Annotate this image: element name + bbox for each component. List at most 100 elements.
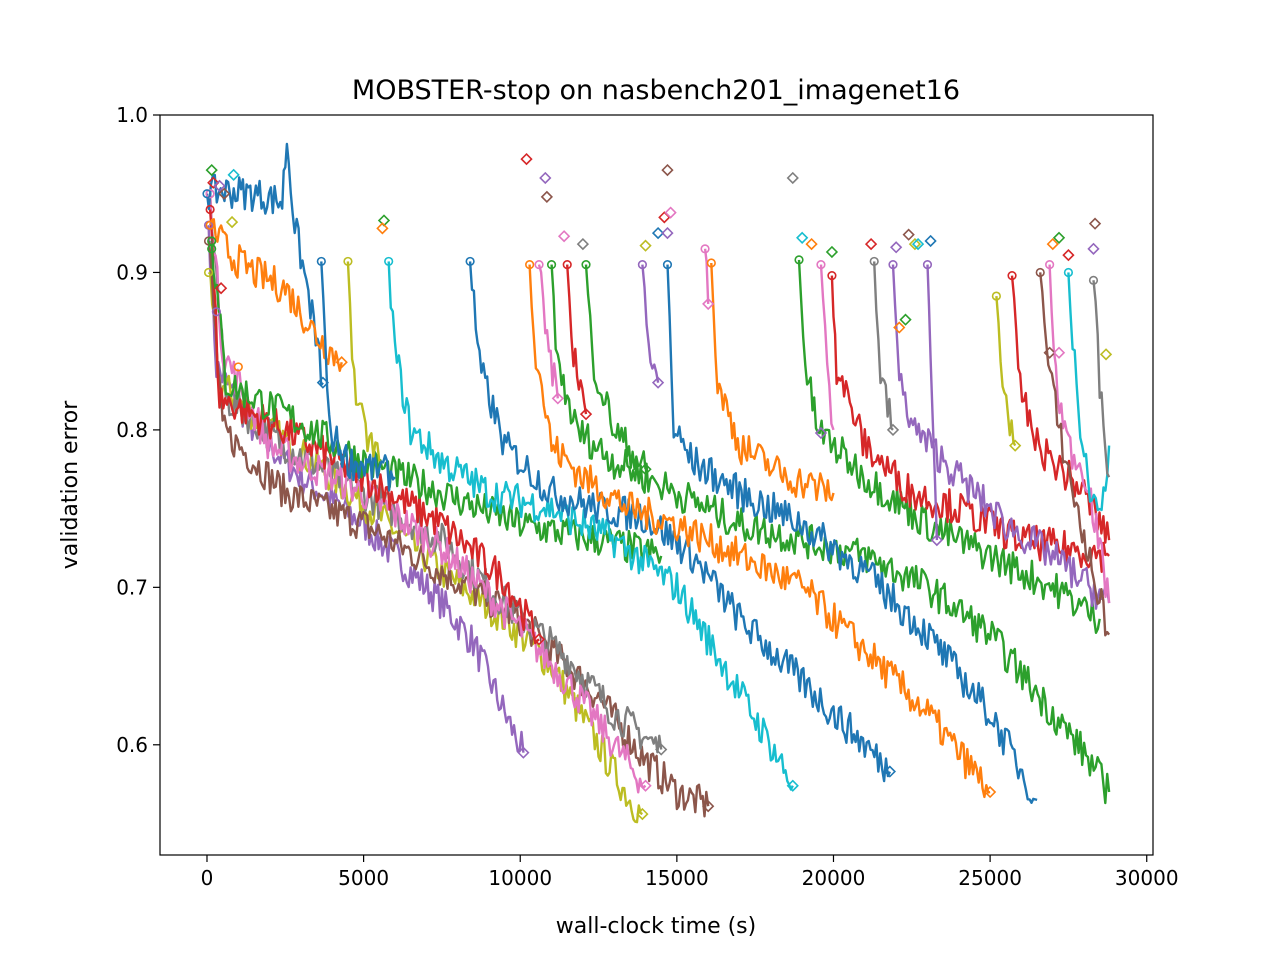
series-line	[528, 264, 991, 799]
stop-marker	[639, 779, 652, 792]
start-marker	[1045, 259, 1055, 270]
stop-marker	[316, 376, 330, 389]
x-tick-label: 15000	[645, 866, 709, 890]
stop-marker	[930, 533, 943, 547]
stop-marker	[983, 785, 997, 799]
chart-title: MOBSTER-stop on nasbench201_imagenet16	[352, 75, 960, 106]
stop-marker	[890, 241, 903, 254]
series-line	[584, 264, 647, 470]
y-tick-label: 0.7	[116, 575, 148, 599]
series-line	[666, 264, 1038, 804]
stop-marker	[908, 237, 922, 251]
x-tick-label: 20000	[802, 866, 866, 890]
series-line	[537, 264, 559, 399]
start-marker	[706, 258, 716, 268]
start-marker	[316, 256, 326, 267]
stop-marker	[661, 226, 674, 240]
series-layer	[205, 142, 1111, 824]
start-marker	[343, 256, 353, 267]
stop-marker	[1009, 439, 1022, 452]
series-line	[1092, 280, 1111, 478]
stop-marker	[786, 171, 799, 185]
series-line	[819, 264, 835, 431]
series-line	[1039, 272, 1111, 637]
stop-marker	[218, 187, 231, 200]
series-line	[797, 259, 1101, 634]
series-line	[346, 261, 381, 462]
stop-marker	[205, 163, 218, 177]
stop-marker	[899, 313, 912, 326]
series-line	[208, 218, 343, 372]
series-line	[710, 262, 835, 502]
start-marker	[202, 189, 212, 199]
stop-marker	[540, 190, 553, 204]
start-marker	[816, 259, 826, 270]
series-line	[205, 142, 324, 387]
stop-marker	[1052, 346, 1066, 359]
start-marker	[662, 259, 673, 270]
stop-marker	[576, 237, 590, 251]
stop-marker	[636, 807, 649, 821]
stop-marker	[924, 234, 937, 248]
start-marker	[205, 220, 215, 230]
series-line	[830, 275, 1110, 573]
start-marker	[203, 236, 214, 246]
series-line	[995, 296, 1017, 447]
stop-marker	[902, 228, 915, 241]
stop-marker	[911, 237, 925, 251]
start-marker	[827, 270, 837, 281]
stop-marker	[1052, 231, 1066, 244]
start-marker	[205, 189, 215, 199]
series-line	[1067, 272, 1111, 512]
stop-marker	[551, 392, 564, 405]
stop-marker	[655, 743, 668, 756]
series-line	[208, 209, 540, 645]
start-marker	[1088, 275, 1099, 285]
start-marker	[546, 259, 557, 270]
stop-marker	[539, 171, 552, 185]
start-marker	[888, 259, 898, 270]
stop-marker	[207, 176, 220, 189]
y-tick-label: 0.8	[116, 418, 148, 442]
series-line	[1048, 264, 1111, 604]
stop-marker	[1062, 248, 1075, 262]
stop-marker	[661, 163, 674, 177]
x-tick-label: 25000	[958, 866, 1022, 890]
stop-marker	[335, 356, 348, 369]
stop-marker	[651, 226, 665, 240]
stop-marker	[1043, 346, 1056, 359]
y-tick-label: 1.0	[116, 103, 148, 127]
start-marker	[203, 267, 214, 278]
start-marker	[922, 259, 933, 270]
stop-marker	[517, 746, 530, 759]
stop-marker	[579, 408, 593, 421]
stop-marker	[883, 765, 897, 778]
stop-marker	[702, 800, 715, 813]
stop-marker	[893, 321, 906, 334]
stop-marker	[825, 245, 839, 259]
start-marker	[534, 259, 544, 270]
start-marker	[207, 244, 217, 254]
stop-marker	[702, 297, 715, 311]
series-line	[550, 264, 1111, 805]
start-marker	[205, 204, 215, 215]
y-axis: 0.6 0.7 0.8 0.9 1.0	[116, 103, 160, 757]
stop-marker	[639, 239, 652, 252]
series-line	[468, 261, 891, 783]
stop-marker	[786, 779, 799, 792]
stop-marker	[520, 152, 533, 166]
start-marker	[211, 307, 221, 317]
stop-marker	[376, 222, 389, 235]
start-marker	[562, 259, 572, 270]
y-tick-label: 0.6	[116, 733, 148, 757]
start-marker	[869, 256, 879, 267]
stop-marker	[796, 231, 809, 244]
start-marker	[794, 255, 804, 265]
start-marker	[384, 256, 394, 267]
stop-marker	[1087, 242, 1100, 255]
series-line	[566, 264, 588, 415]
stop-marker	[805, 237, 818, 251]
x-tick-label: 5000	[338, 866, 389, 890]
series-line	[641, 264, 660, 383]
